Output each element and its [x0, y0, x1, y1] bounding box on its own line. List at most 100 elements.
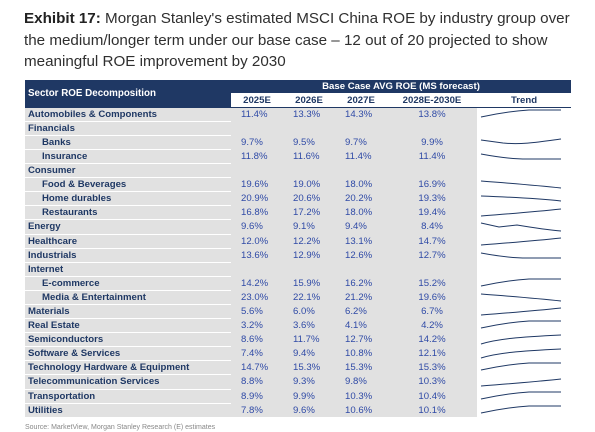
- value-cell: 4.2%: [387, 318, 477, 333]
- table-body: Automobiles & Components 11.4% 13.3% 14.3% 1…: [25, 107, 572, 418]
- trend-sparkline: [480, 278, 561, 287]
- value-cell: 15.9%: [283, 276, 335, 291]
- value-cell: 9.9%: [283, 389, 335, 404]
- trend-line: [480, 252, 561, 259]
- value-cell: 5.6%: [231, 304, 283, 319]
- value-cell: 15.2%: [387, 276, 477, 291]
- trend-cell: [477, 234, 572, 249]
- value-cell: 8.9%: [231, 389, 283, 404]
- value-cell: 8.6%: [231, 332, 283, 347]
- value-cell: 8.4%: [387, 219, 477, 235]
- trend-line: [480, 208, 562, 217]
- trend-line: [480, 348, 562, 359]
- value-cell: [335, 121, 387, 136]
- value-cell: 10.1%: [387, 403, 477, 418]
- trend-cell: [477, 290, 572, 305]
- source-note: Source: MarketView, Morgan Stanley Resea…: [25, 424, 216, 431]
- sector-header: Sector ROE Decomposition: [25, 80, 231, 108]
- trend-cell: [477, 205, 572, 220]
- value-cell: 22.1%: [283, 290, 335, 305]
- table-row: Software & Services 7.4% 9.4% 10.8% 12.1%: [25, 346, 572, 362]
- trend-cell: [477, 403, 572, 418]
- value-cell: 13.6%: [231, 248, 283, 263]
- value-cell: 12.0%: [231, 234, 283, 249]
- value-cell: 18.0%: [335, 205, 387, 220]
- table-row: Healthcare 12.0% 12.2% 13.1% 14.7%: [25, 234, 572, 249]
- value-cell: 20.9%: [231, 191, 283, 206]
- sector-label: Technology Hardware & Equipment: [25, 360, 231, 376]
- value-cell: [387, 163, 477, 178]
- group-row: Internet: [25, 262, 572, 277]
- table-row: Food & Beverages 19.6% 19.0% 18.0% 16.9%: [25, 177, 572, 193]
- roe-table: Sector ROE Decomposition Base Case AVG R…: [25, 80, 572, 418]
- trend-cell: [477, 346, 572, 361]
- value-cell: 19.6%: [387, 290, 477, 305]
- trend-sparkline: [480, 252, 561, 259]
- value-cell: 6.0%: [283, 304, 335, 319]
- value-cell: 11.7%: [283, 332, 335, 347]
- trend-line: [480, 293, 562, 302]
- value-cell: 14.2%: [387, 332, 477, 347]
- value-cell: 10.4%: [387, 389, 477, 404]
- value-cell: 13.8%: [387, 107, 477, 122]
- table-row: Home durables 20.9% 20.6% 20.2% 19.3%: [25, 191, 572, 207]
- value-cell: 16.2%: [335, 276, 387, 291]
- sector-label: Materials: [25, 304, 231, 320]
- trend-cell: [477, 360, 572, 375]
- value-cell: 21.2%: [335, 290, 387, 305]
- value-cell: 20.2%: [335, 191, 387, 206]
- value-cell: [231, 163, 283, 178]
- trend-cell: [477, 149, 572, 164]
- trend-sparkline: [480, 378, 562, 387]
- sector-label: Real Estate: [25, 318, 231, 334]
- trend-cell: [477, 135, 572, 150]
- value-cell: 9.4%: [335, 219, 387, 235]
- sector-label: E-commerce: [25, 276, 231, 291]
- table-row: Industrials 13.6% 12.9% 12.6% 12.7%: [25, 248, 572, 263]
- trend-sparkline: [480, 153, 561, 160]
- trend-sparkline: [480, 391, 561, 400]
- table-row: Technology Hardware & Equipment 14.7% 15.3…: [25, 360, 572, 376]
- sector-label: Telecommunication Services: [25, 374, 231, 390]
- trend-sparkline: [480, 138, 562, 145]
- value-cell: 19.0%: [283, 177, 335, 192]
- sector-label: Automobiles & Components: [25, 107, 231, 122]
- group-header: Base Case AVG ROE (MS forecast): [231, 80, 572, 95]
- table-row: Banks 9.7% 9.5% 9.7% 9.9%: [25, 135, 572, 150]
- sector-label: Financials: [25, 121, 231, 136]
- value-cell: 20.6%: [283, 191, 335, 206]
- value-cell: 6.7%: [387, 304, 477, 319]
- trend-cell: [477, 374, 572, 390]
- trend-line: [480, 278, 561, 287]
- trend-line: [480, 180, 562, 189]
- column-header-row: 2025E 2026E 2027E 2028E-2030E Trend: [25, 93, 572, 109]
- trend-line: [480, 195, 562, 202]
- value-cell: 11.6%: [283, 149, 335, 164]
- value-cell: 18.0%: [335, 177, 387, 192]
- value-cell: [335, 163, 387, 178]
- value-cell: 10.3%: [387, 374, 477, 390]
- value-cell: 13.3%: [283, 107, 335, 122]
- value-cell: 13.1%: [335, 234, 387, 249]
- value-cell: 3.6%: [283, 318, 335, 333]
- sector-label: Restaurants: [25, 205, 231, 221]
- trend-line: [480, 320, 561, 329]
- trend-sparkline: [480, 237, 562, 246]
- value-cell: 10.6%: [335, 403, 387, 418]
- value-cell: 6.2%: [335, 304, 387, 319]
- table-row: Transportation 8.9% 9.9% 10.3% 10.4%: [25, 389, 572, 404]
- exhibit-caption: Exhibit 17: Morgan Stanley's estimated M…: [24, 8, 579, 73]
- value-cell: 12.7%: [387, 248, 477, 263]
- table-row: E-commerce 14.2% 15.9% 16.2% 15.2%: [25, 276, 572, 291]
- value-cell: 10.3%: [335, 389, 387, 404]
- value-cell: 16.9%: [387, 177, 477, 192]
- value-cell: 15.3%: [387, 360, 477, 375]
- trend-cell: [477, 191, 572, 206]
- value-cell: 12.2%: [283, 234, 335, 249]
- trend-sparkline: [480, 222, 562, 232]
- trend-sparkline: [480, 334, 562, 345]
- sector-label: Insurance: [25, 149, 231, 165]
- value-cell: 16.8%: [231, 205, 283, 220]
- table-row: Media & Entertainment 23.0% 22.1% 21.2% 19.6…: [25, 290, 572, 306]
- trend-cell: [477, 121, 572, 136]
